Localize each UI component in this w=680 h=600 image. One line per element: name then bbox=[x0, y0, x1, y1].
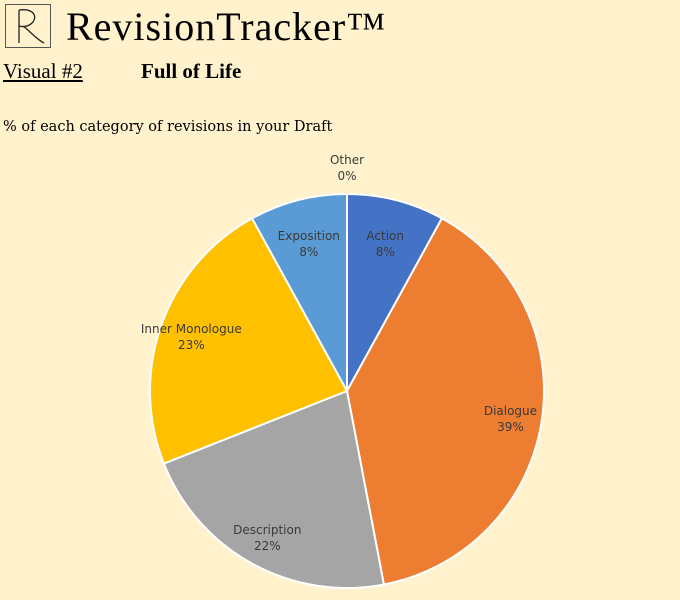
pie-slice-inner-monologue bbox=[149, 217, 349, 465]
slice-label-other: Other bbox=[330, 153, 364, 167]
r-monogram-icon bbox=[18, 9, 45, 44]
slice-label-exposition: Exposition bbox=[278, 229, 340, 243]
slice-value-dialogue: 39% bbox=[497, 420, 524, 434]
visual-number-label: Visual #2 bbox=[3, 59, 83, 83]
slice-label-dialogue: Dialogue bbox=[484, 404, 537, 418]
chart-title: % of each category of revisions in your … bbox=[3, 119, 333, 135]
pie-slice-action bbox=[346, 192, 444, 392]
slice-label-action: Action bbox=[366, 229, 404, 243]
app-title: RevisionTracker™ bbox=[66, 4, 387, 49]
pie-slice-description bbox=[162, 389, 386, 589]
pie-slice-dialogue bbox=[345, 217, 545, 586]
slice-label-description: Description bbox=[233, 523, 301, 537]
visual-name: Full of Life bbox=[141, 59, 242, 83]
slice-value-action: 8% bbox=[376, 245, 395, 259]
slice-value-exposition: 8% bbox=[299, 245, 318, 259]
app-logo bbox=[5, 4, 51, 48]
slice-value-description: 22% bbox=[254, 539, 281, 553]
pie-slice-exposition bbox=[250, 192, 348, 392]
slice-value-inner-monologue: 23% bbox=[178, 338, 205, 352]
slice-label-inner-monologue: Inner Monologue bbox=[141, 322, 242, 336]
slice-value-other: 0% bbox=[337, 169, 356, 183]
